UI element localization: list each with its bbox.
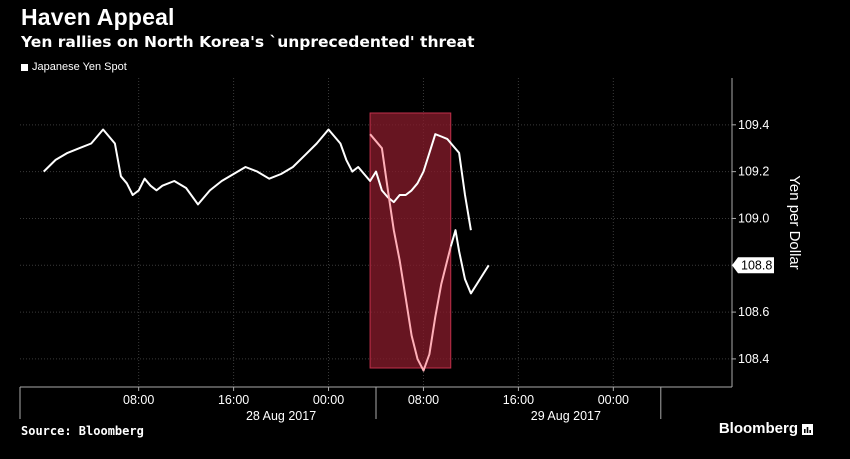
legend-swatch xyxy=(21,63,28,71)
y-axis-label: Yen per Dollar xyxy=(786,175,803,270)
x-tick-label: 08:00 xyxy=(408,393,439,407)
bloomberg-chart-icon xyxy=(802,424,813,435)
x-tick-label: 16:00 xyxy=(503,393,534,407)
x-tick-label: 08:00 xyxy=(123,393,154,407)
y-tick-label: 109.0 xyxy=(738,211,769,225)
chart-title: Haven Appeal xyxy=(21,4,175,30)
x-tick-label: 00:00 xyxy=(598,393,629,407)
brand-name: Bloomberg xyxy=(718,420,798,437)
x-tick-label: 00:00 xyxy=(313,393,344,407)
legend-label: Japanese Yen Spot xyxy=(32,61,127,73)
y-tick-label: 108.6 xyxy=(738,305,769,319)
last-value-callout xyxy=(732,257,774,274)
y-tick-label: 109.4 xyxy=(738,118,769,132)
series-line xyxy=(42,128,472,231)
legend: Japanese Yen Spot xyxy=(21,61,127,73)
highlight-series-line xyxy=(369,133,452,372)
y-tick-label: 109.2 xyxy=(738,165,769,179)
x-date-label: 29 Aug 2017 xyxy=(531,409,601,423)
x-tick-label: 16:00 xyxy=(218,393,249,407)
source-label: Source: Bloomberg xyxy=(21,424,144,438)
last-value-label: 108.8 xyxy=(741,258,772,272)
x-date-label: 28 Aug 2017 xyxy=(246,409,316,423)
series-line xyxy=(449,229,490,295)
y-tick-label: 108.4 xyxy=(738,352,769,366)
chart-subtitle: Yen rallies on North Korea's `unpreceden… xyxy=(21,33,475,51)
